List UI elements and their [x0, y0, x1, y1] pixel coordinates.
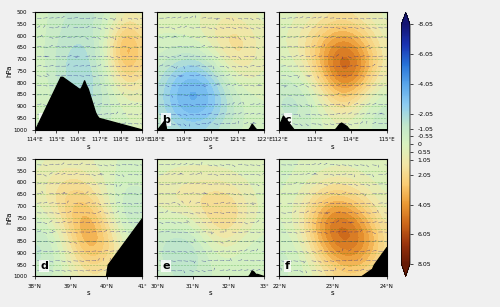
Text: d: d	[40, 261, 48, 271]
Text: e: e	[162, 261, 170, 271]
Text: f: f	[284, 261, 290, 271]
Y-axis label: hPa: hPa	[6, 212, 12, 224]
X-axis label: s: s	[331, 290, 334, 296]
PathPatch shape	[402, 12, 410, 24]
X-axis label: s: s	[87, 290, 90, 296]
Text: a: a	[40, 115, 48, 125]
X-axis label: s: s	[87, 144, 90, 150]
Text: b: b	[162, 115, 170, 125]
Y-axis label: hPa: hPa	[6, 65, 12, 77]
Text: c: c	[284, 115, 292, 125]
X-axis label: s: s	[331, 144, 334, 150]
X-axis label: s: s	[209, 144, 212, 150]
X-axis label: s: s	[209, 290, 212, 296]
PathPatch shape	[402, 264, 410, 276]
